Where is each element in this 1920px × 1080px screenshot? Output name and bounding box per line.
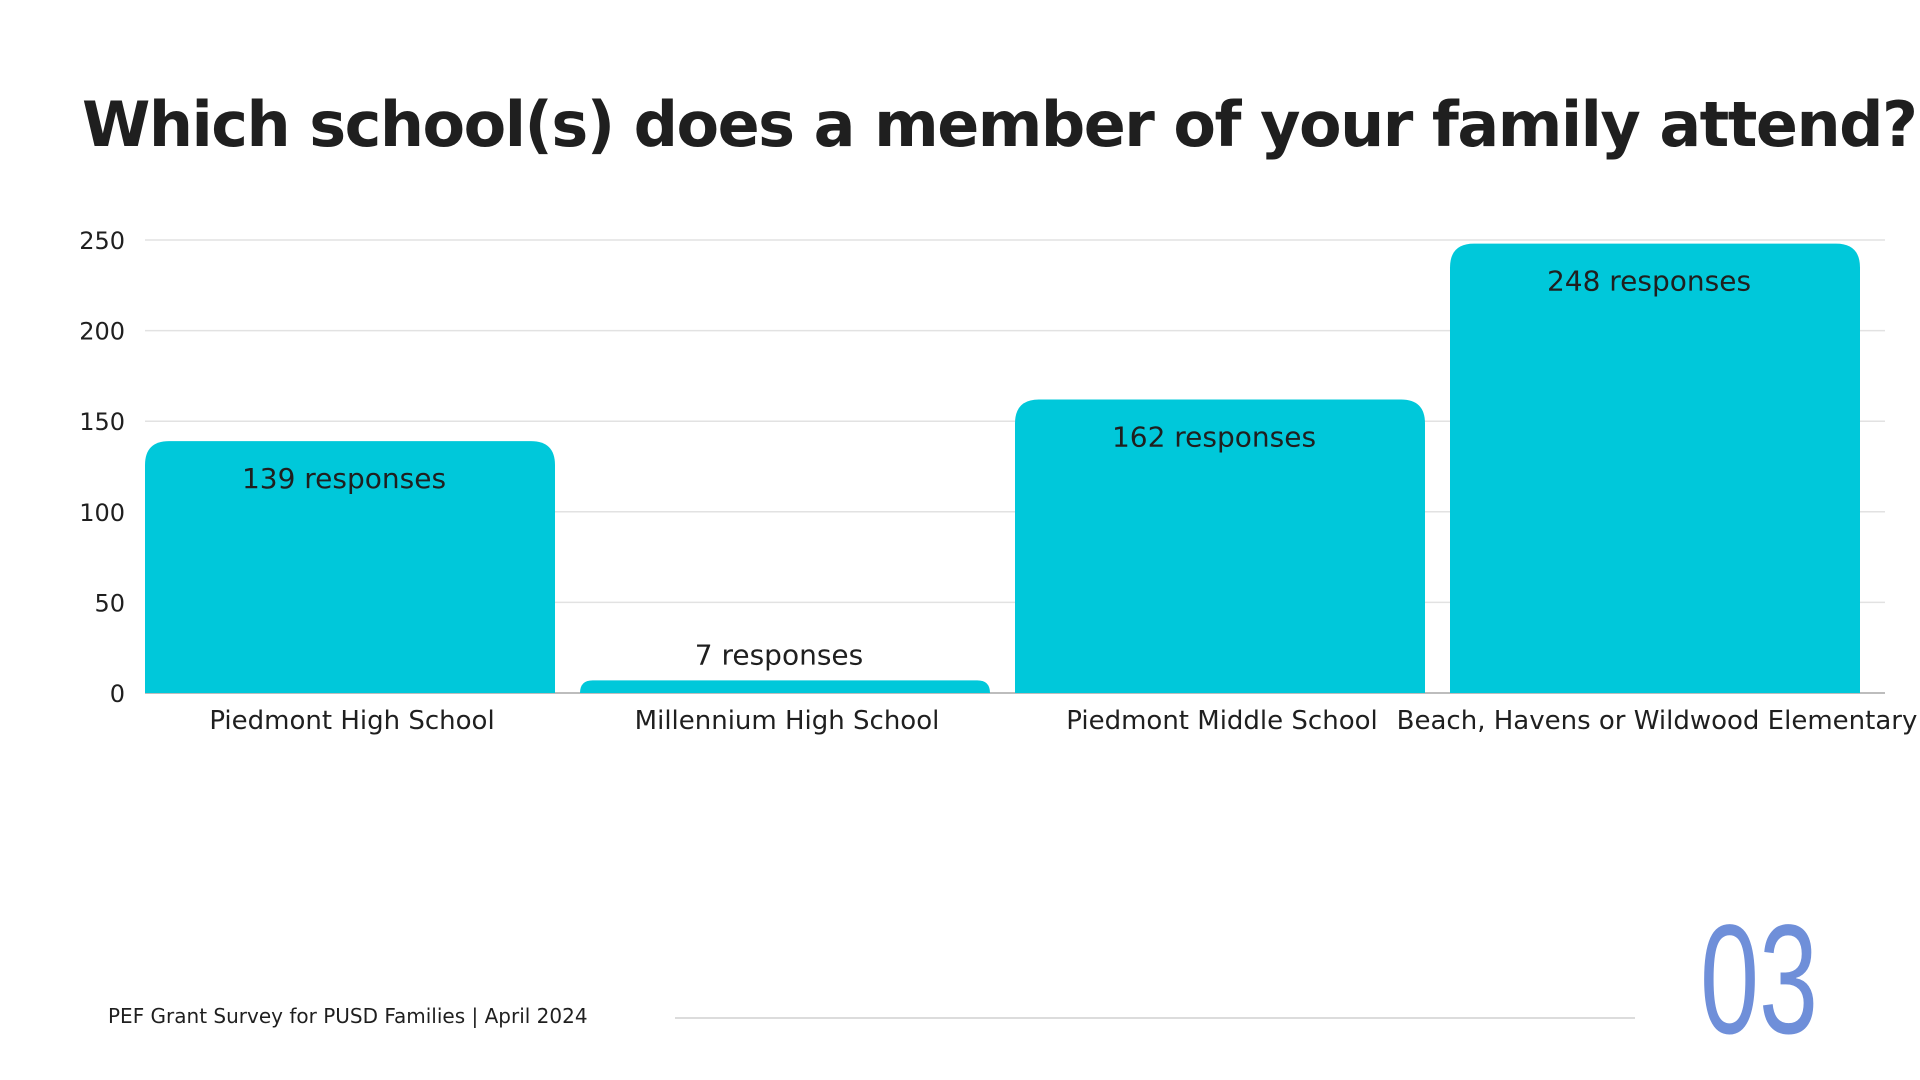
- y-tick-label: 0: [110, 680, 125, 708]
- footer-divider: [675, 1017, 1635, 1019]
- page-number: 03: [1700, 893, 1819, 1067]
- bar: [1015, 399, 1425, 693]
- bar-chart: 0 50 100 150 200 250 139 responses Piedmont Hig…: [79, 227, 1918, 736]
- x-category-label: Beach, Havens or Wildwood Elementary: [1397, 706, 1918, 736]
- y-tick-label: 150: [79, 408, 125, 436]
- y-tick-label: 100: [79, 499, 125, 527]
- x-category-label: Millennium High School: [635, 706, 940, 736]
- slide-title: Which school(s) does a member of your fa…: [82, 88, 1918, 161]
- x-category-label: Piedmont High School: [209, 706, 494, 736]
- y-tick-label: 200: [79, 318, 125, 346]
- x-category-label: Piedmont Middle School: [1066, 706, 1377, 736]
- y-tick-label: 250: [79, 227, 125, 255]
- y-tick-label: 50: [94, 589, 125, 617]
- bar: [1450, 243, 1860, 693]
- bar: [145, 441, 555, 693]
- data-label: 248 responses: [1547, 265, 1751, 298]
- data-label: 7 responses: [695, 638, 863, 671]
- data-label: 139 responses: [242, 462, 446, 495]
- data-label: 162 responses: [1112, 420, 1316, 453]
- bar: [580, 680, 990, 693]
- footer-text: PEF Grant Survey for PUSD Families | Apr…: [108, 1004, 588, 1028]
